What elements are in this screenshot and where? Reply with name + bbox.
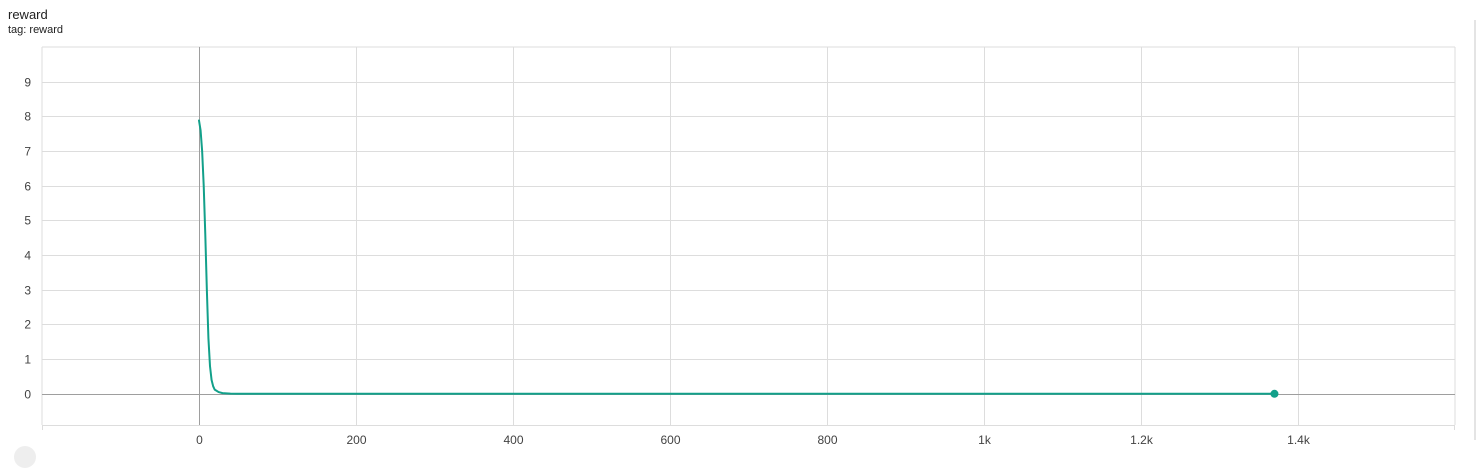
y-tick-label: 0 <box>24 388 31 402</box>
chart-title: reward <box>8 7 48 22</box>
x-tick-label: 200 <box>346 433 366 447</box>
last-point-marker <box>1270 389 1279 398</box>
y-tick-label: 4 <box>24 249 31 263</box>
corner-button[interactable] <box>14 446 36 468</box>
x-tick-label: 0 <box>196 433 203 447</box>
x-tick-label: 1.2k <box>1130 433 1154 447</box>
y-tick-label: 9 <box>24 76 31 90</box>
y-tick-label: 1 <box>24 353 31 367</box>
x-tick-label: 1k <box>978 433 992 447</box>
x-tick-label: 600 <box>660 433 680 447</box>
y-tick-label: 3 <box>24 284 31 298</box>
reward-line-chart[interactable]: 0 1 2 3 4 5 6 7 8 9 0 200 400 600 800 1k 1.2k 1.4k <box>0 0 1470 450</box>
y-tick-label: 6 <box>24 180 31 194</box>
scrollbar-thumb[interactable] <box>1474 20 1476 440</box>
scrollbar[interactable] <box>1471 0 1478 450</box>
axes <box>42 47 1455 430</box>
y-tick-label: 5 <box>24 214 31 228</box>
x-tick-label: 800 <box>817 433 837 447</box>
reward-series-line <box>198 119 1276 395</box>
y-tick-label: 7 <box>24 145 31 159</box>
tick-labels: 0 1 2 3 4 5 6 7 8 9 0 200 400 600 800 1k 1.2k 1.4k <box>24 76 1311 448</box>
chart-tag-label: tag: reward <box>8 24 64 36</box>
x-tick-label: 1.4k <box>1287 433 1311 447</box>
y-tick-label: 2 <box>24 318 31 332</box>
y-tick-label: 8 <box>24 110 31 124</box>
series-layer <box>198 119 1279 398</box>
x-tick-label: 400 <box>503 433 523 447</box>
grid-lines <box>41 46 1456 425</box>
